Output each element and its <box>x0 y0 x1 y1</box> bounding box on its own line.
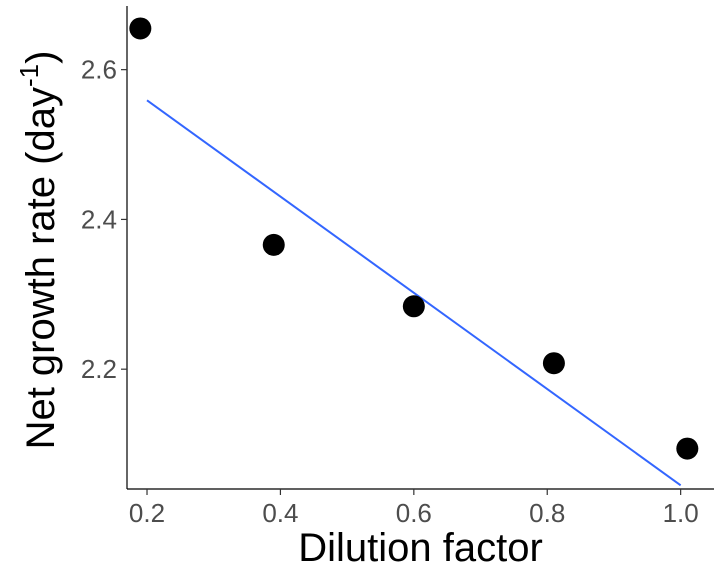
y-axis-title-superscript: -1 <box>14 64 44 87</box>
data-point <box>676 437 699 460</box>
y-axis-title-close: ) <box>19 51 63 64</box>
y-tick-label: 2.6 <box>81 55 117 85</box>
x-tick-label: 1.0 <box>663 498 699 528</box>
axes <box>126 6 714 490</box>
x-tick-label: 0.6 <box>396 498 432 528</box>
data-point <box>542 352 565 375</box>
x-tick-label: 0.4 <box>262 498 298 528</box>
x-axis-title: Dilution factor <box>298 526 543 570</box>
data-point <box>402 295 425 318</box>
y-tick-label: 2.2 <box>81 354 117 384</box>
data-point <box>129 17 152 40</box>
x-tick-label: 0.2 <box>129 498 165 528</box>
y-axis-title-main: Net growth rate (day <box>19 87 63 449</box>
y-ticks: 2.2 2.4 2.6 <box>81 55 127 384</box>
trend-line <box>146 99 682 487</box>
y-tick-label: 2.4 <box>81 204 117 234</box>
x-ticks: 0.2 0.4 0.6 0.8 1.0 <box>129 489 699 528</box>
x-tick-label: 0.8 <box>529 498 565 528</box>
data-points <box>129 17 699 460</box>
data-point <box>262 233 285 256</box>
y-axis-title: Net growth rate (day-1) <box>14 51 63 450</box>
